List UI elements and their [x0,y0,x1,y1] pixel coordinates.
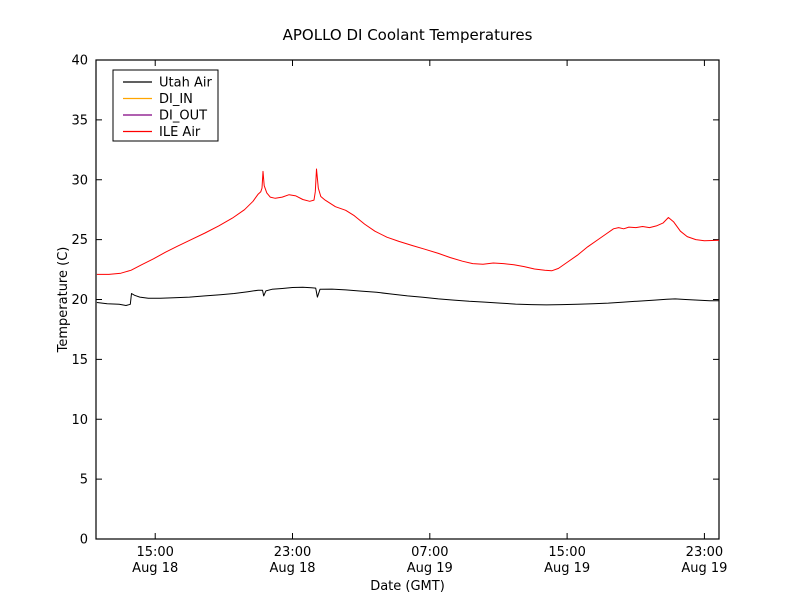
data-series [96,168,720,306]
x-tick-label: 23:00 Aug 19 [681,545,727,576]
chart-title: APOLLO DI Coolant Temperatures [283,26,533,44]
legend-label: DI_OUT [159,109,207,124]
y-axis-label: Temperature (C) [56,247,71,354]
y-tick-label: 0 [80,533,88,548]
x-tick-label: 15:00 Aug 19 [544,545,590,576]
legend-label: DI_IN [159,92,193,107]
y-tick-label: 30 [71,173,88,188]
x-tick-label: 15:00 Aug 18 [132,545,178,576]
y-tick-label: 20 [71,293,88,308]
y-tick-label: 25 [71,233,88,248]
series-line-ile-air [96,168,720,275]
y-tick-label: 35 [71,113,88,128]
y-tick-label: 10 [71,413,88,428]
legend-label: Utah Air [159,76,212,91]
x-tick-labels: 15:00 Aug 18 23:00 Aug 18 07:00 Aug 19 15:00 Au… [132,545,727,576]
axis-ticks [96,59,719,540]
x-tick-label: 07:00 Aug 19 [407,545,453,576]
series-line-utah-air [96,286,719,306]
legend-label: ILE Air [159,125,201,140]
y-tick-label: 5 [80,473,88,488]
y-tick-label: 40 [71,54,88,69]
y-tick-labels: 0 5 10 15 20 25 30 35 40 [71,54,88,548]
x-tick-label: 23:00 Aug 18 [269,545,315,576]
x-axis-label: Date (GMT) [370,579,445,594]
y-tick-label: 15 [71,353,88,368]
